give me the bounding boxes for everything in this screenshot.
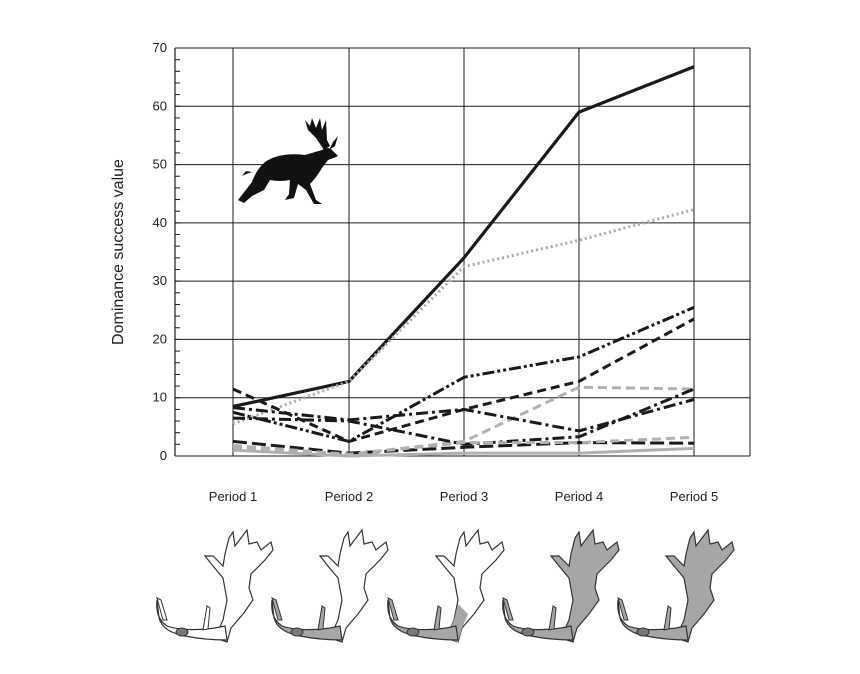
antler-stage-5-icon (617, 529, 735, 643)
y-axis-ticks: 0 10 20 30 40 50 60 70 (153, 40, 167, 463)
y-tick-label: 50 (153, 157, 167, 172)
series-line-6 (232, 398, 695, 433)
x-tick-label: Period 2 (325, 489, 373, 504)
antler-stage-4-icon (502, 529, 620, 643)
y-tick-label: 20 (153, 331, 167, 346)
series-line-10 (232, 446, 695, 458)
series-line-7 (232, 387, 695, 446)
antler-stage-1-icon (156, 529, 274, 643)
x-axis-ticks: Period 1 Period 2 Period 3 Period 4 Period 5 (209, 489, 718, 504)
series-lines (232, 65, 695, 458)
x-tick-label: Period 3 (440, 489, 488, 504)
y-tick-label: 30 (153, 273, 167, 288)
series-line-8 (232, 439, 695, 455)
y-tick-label: 10 (153, 390, 167, 405)
x-tick-label: Period 4 (555, 489, 603, 504)
y-tick-label: 40 (153, 215, 167, 230)
series-line-3 (232, 306, 695, 443)
antler-stage-2-icon (271, 529, 389, 643)
antler-stage-3-icon (387, 529, 505, 643)
fallow-deer-silhouette-icon (238, 118, 338, 204)
series-line-1 (232, 65, 695, 409)
y-tick-label: 0 (160, 448, 167, 463)
series-line-9 (232, 435, 695, 456)
antler-stage-illustrations (156, 529, 735, 643)
x-tick-label: Period 1 (209, 489, 257, 504)
y-tick-label: 70 (153, 40, 167, 55)
x-tick-label: Period 5 (670, 489, 718, 504)
series-line-2 (232, 208, 695, 426)
y-tick-label: 60 (153, 98, 167, 113)
grid (174, 47, 751, 457)
y-axis-title: Dominance success value (110, 159, 127, 345)
